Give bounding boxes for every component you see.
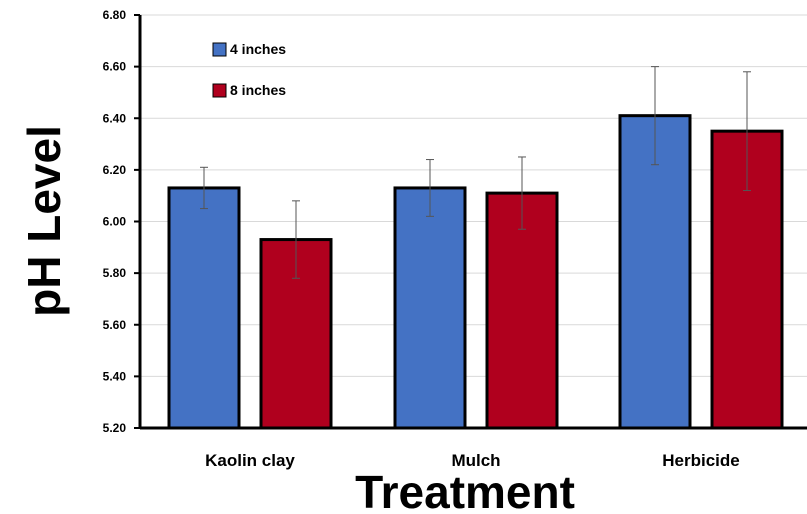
x-category-label: Herbicide: [662, 451, 739, 470]
y-tick-label: 6.40: [103, 111, 127, 125]
legend-swatch: [212, 83, 227, 98]
bar: [485, 191, 559, 430]
x-category-label: Mulch: [451, 451, 500, 470]
y-tick-label: 6.00: [103, 215, 127, 229]
x-axis-title: Treatment: [355, 466, 575, 514]
y-tick-label: 5.80: [103, 266, 127, 280]
x-category-labels: Kaolin clay Mulch Herbicide: [205, 451, 740, 470]
y-axis-title: pH Level: [18, 125, 70, 317]
gridlines: [140, 14, 807, 377]
bars: [167, 66, 784, 430]
y-tick-label: 5.40: [103, 369, 127, 383]
bar: [618, 114, 692, 430]
y-tick-label: 6.20: [103, 163, 127, 177]
y-tick-label: 5.20: [103, 421, 127, 435]
y-tick-label: 6.80: [103, 8, 127, 22]
axes: [134, 14, 807, 430]
x-category-label: Kaolin clay: [205, 451, 295, 470]
bar: [393, 186, 467, 430]
legend-label: 4 inches: [230, 41, 286, 57]
y-tick-label: 6.60: [103, 60, 127, 74]
bar: [167, 186, 241, 430]
y-tick-label: 5.60: [103, 318, 127, 332]
y-tick-labels: 5.20 5.40 5.60 5.80 6.00 6.20 6.40 6.60 6.80: [103, 8, 127, 435]
legend: 4 inches 8 inches: [212, 41, 286, 98]
legend-swatch: [212, 42, 227, 57]
legend-label: 8 inches: [230, 82, 286, 98]
